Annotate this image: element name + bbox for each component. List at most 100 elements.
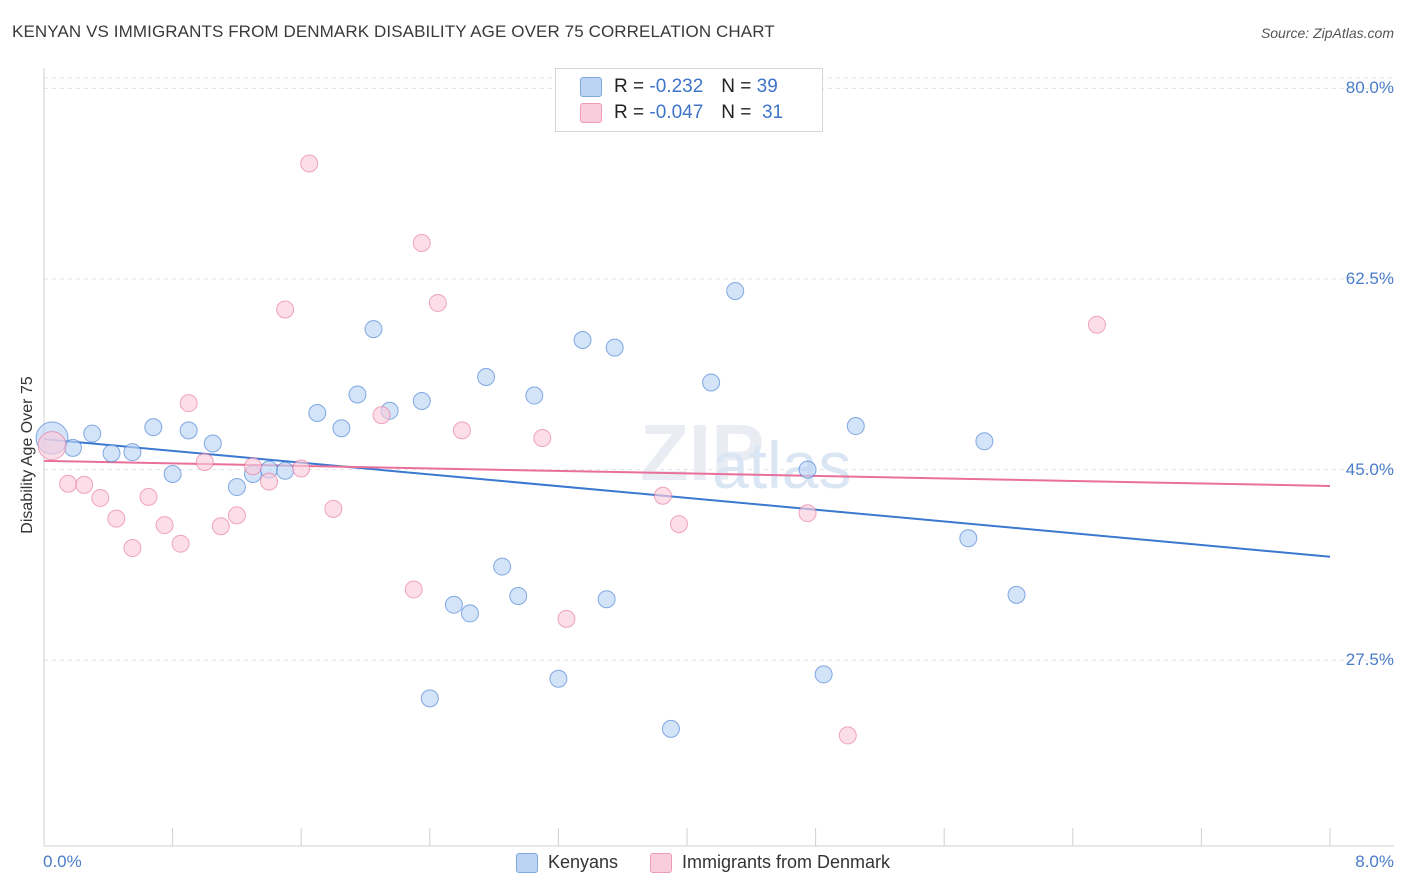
kenyans-point [276,461,295,480]
kenyans-point [179,421,198,440]
denmark-point [179,394,198,413]
series-legend: Kenyans Immigrants from Denmark [0,852,1406,873]
kenyans-point [460,604,479,623]
denmark-point [292,459,311,478]
y-tick-label: 27.5% [1345,650,1394,670]
n-value: 39 [756,76,778,97]
denmark-point [107,509,126,528]
gridlines [44,77,1394,661]
kenyans-point [573,330,592,349]
r-label: R = [614,76,645,97]
kenyans-point [525,386,544,405]
denmark-point [139,487,158,506]
kenyans-point [605,338,624,357]
axes [43,68,1394,847]
kenyans-swatch [515,852,538,873]
kenyans-trend-line [43,438,1331,558]
legend-item-denmark[interactable]: Immigrants from Denmark [650,852,890,873]
source-label: Source: ZipAtlas.com [1260,25,1394,41]
denmark-point [452,421,471,440]
denmark-point [404,580,423,599]
n-value: 31 [761,102,784,123]
correlation-legend: R = -0.232 N = 39 R = -0.047 N = 31 [555,68,823,132]
kenyans-point [102,444,121,463]
kenyans-point [549,669,568,688]
denmark-point [37,431,67,461]
denmark-point [1087,315,1106,334]
kenyans-point [702,373,721,392]
denmark-point [557,609,576,628]
kenyans-point [798,460,817,479]
kenyans-point [477,368,496,387]
kenyans-point [412,391,431,410]
y-tick-label: 62.5% [1345,268,1394,288]
kenyans-point [509,586,528,605]
chart-title: KENYAN VS IMMIGRANTS FROM DENMARK DISABI… [12,22,775,41]
legend-label-denmark: Immigrants from Denmark [682,852,891,872]
denmark-point [227,506,246,525]
kenyans-point [227,478,246,497]
y-tick-label: 45.0% [1345,459,1394,479]
y-tick-label: 80.0% [1345,78,1394,98]
kenyans-point [493,557,512,576]
denmark-point [653,486,672,505]
kenyans-point [1007,585,1026,604]
kenyans-point [203,434,222,453]
denmark-point [669,515,688,534]
legend-row-denmark: R = -0.047 N = 31 [580,102,783,124]
denmark-point [372,406,391,425]
kenyans-point [846,417,865,436]
r-value: -0.047 [649,102,704,123]
kenyans-point [959,529,978,548]
kenyans-point [348,385,367,404]
r-value: -0.232 [649,76,704,97]
x-tick-min: 0.0% [43,852,82,871]
kenyans-point [83,424,102,443]
n-label: N = [721,76,752,97]
denmark-point [838,726,857,745]
denmark-point [155,516,174,535]
kenyans-swatch [580,77,602,97]
n-label: N = [721,102,752,123]
legend-label-kenyans: Kenyans [547,852,618,872]
legend-item-kenyans[interactable]: Kenyans [515,852,618,873]
kenyans-point [163,464,182,483]
kenyans-point [364,320,383,339]
kenyans-point [661,719,680,738]
kenyans-point [123,443,142,462]
watermark-zip: ZIP [640,408,764,497]
x-tick-max: 8.0% [1355,852,1394,871]
data-points [35,154,1106,745]
denmark-point [276,300,295,319]
denmark-point [59,474,78,493]
kenyans-point [975,432,994,451]
legend-row-kenyans: R = -0.232 N = 39 [580,76,778,98]
denmark-point [324,499,343,518]
denmark-point [260,472,279,491]
denmark-point [195,452,214,471]
kenyans-point [726,281,745,300]
denmark-point [243,457,262,476]
denmark-point [171,534,190,553]
r-label: R = [614,102,645,123]
denmark-point [300,154,319,173]
denmark-swatch [650,852,672,873]
watermark-atlas: atlas [712,428,851,502]
kenyans-point [308,403,327,422]
kenyans-point [63,438,82,457]
kenyans-point [332,419,351,438]
denmark-swatch [580,103,602,123]
kenyans-point [444,595,463,614]
kenyans-point [420,689,439,708]
denmark-point [91,488,110,507]
denmark-point [798,504,817,523]
kenyans-point [597,590,616,609]
denmark-point [533,429,552,448]
denmark-point [412,234,431,253]
denmark-point [75,475,94,494]
kenyans-point [814,665,833,684]
kenyans-point [144,418,163,437]
denmark-point [123,539,142,558]
denmark-point [428,293,447,312]
